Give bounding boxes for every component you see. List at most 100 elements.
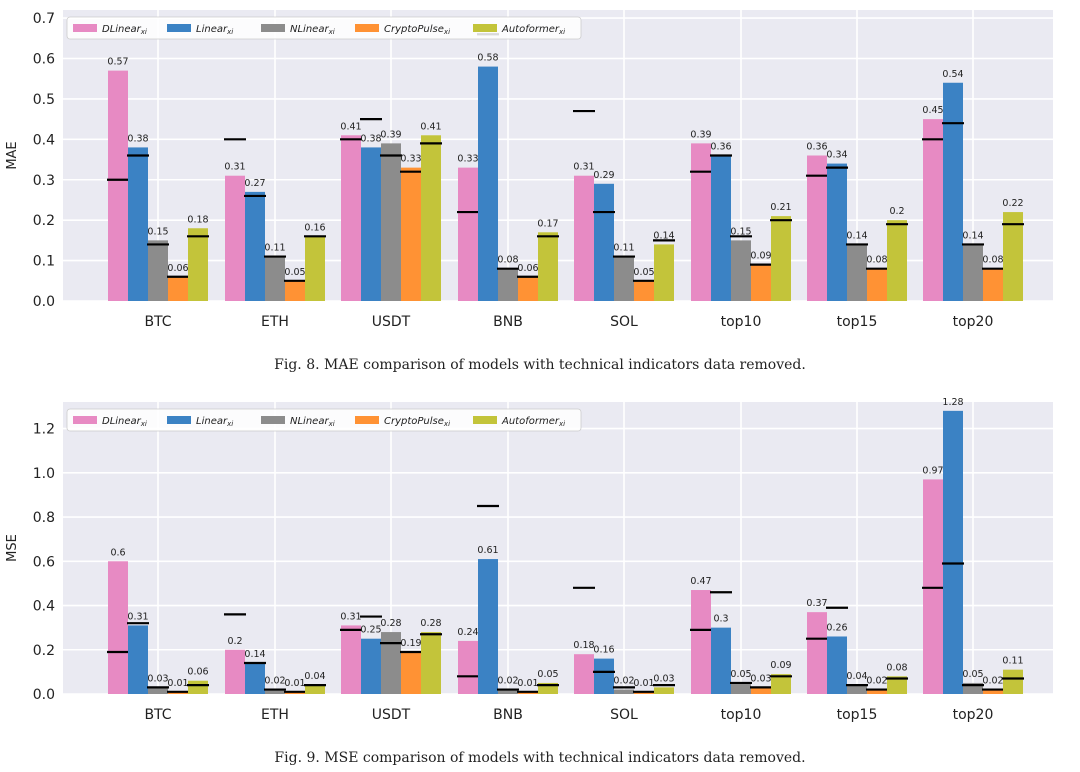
- mse-bar-dlinear-sol: [574, 654, 594, 694]
- mae-data-label: 0.33: [400, 154, 421, 165]
- mse-bar-linear-top15: [827, 636, 847, 694]
- mae-data-label: 0.14: [653, 230, 674, 241]
- mae-bar-nlinear-eth: [265, 256, 285, 301]
- mae-chart: 0.00.10.20.30.40.50.60.7MAE0.570.310.410…: [5, 10, 1053, 330]
- mse-bar-autoformer-top15: [887, 676, 907, 694]
- mae-bar-linear-usdt: [361, 147, 381, 301]
- mse-data-label: 0.01: [517, 678, 538, 689]
- mse-bar-linear-top20: [943, 410, 963, 694]
- mse-data-label: 0.09: [770, 660, 791, 671]
- mse-data-label: 0.04: [846, 671, 867, 682]
- mse-bar-nlinear-eth: [265, 689, 285, 694]
- mae-bar-cryptopulse-bnb: [518, 276, 538, 301]
- mae-data-label: 0.27: [244, 178, 265, 189]
- mse-y-tick-label: 1.2: [33, 422, 55, 438]
- mse-data-label: 0.01: [284, 678, 305, 689]
- mse-y-tick-label: 0.8: [33, 510, 55, 526]
- mae-bar-linear-btc: [128, 147, 148, 301]
- mse-legend-label-nlinear: NLinearxi: [290, 416, 335, 428]
- mae-data-label: 0.18: [187, 214, 208, 225]
- mse-bar-cryptopulse-top10: [751, 687, 771, 694]
- mae-bar-linear-top20: [943, 82, 963, 301]
- mae-bar-dlinear-bnb: [458, 167, 478, 301]
- mae-bar-autoformer-sol: [654, 244, 674, 301]
- mse-bar-linear-usdt: [361, 638, 381, 694]
- figure-9-caption: Fig. 9. MSE comparison of models with te…: [274, 750, 805, 766]
- mse-data-label: 0.02: [982, 676, 1003, 687]
- mse-bar-cryptopulse-top20: [983, 689, 1003, 694]
- mse-y-tick-label: 0.6: [33, 554, 55, 570]
- mae-bar-dlinear-top15: [807, 155, 827, 301]
- mae-y-tick-label: 0.6: [33, 52, 55, 68]
- mae-y-tick-label: 0.0: [33, 294, 55, 310]
- mae-y-tick-label: 0.2: [33, 213, 55, 229]
- mae-y-tick-label: 0.3: [33, 173, 55, 189]
- mse-x-tick-label: SOL: [610, 707, 638, 723]
- mae-bar-nlinear-sol: [614, 256, 634, 301]
- mse-data-label: 0.47: [690, 576, 711, 587]
- mae-legend-label-linear: Linearxi: [196, 24, 233, 36]
- mae-legend: DLinearxi Linearxi NLinearxi CryptoPulsexi A…: [66, 16, 582, 40]
- mae-legend-swatch-dlinear: [73, 24, 97, 32]
- mae-data-label: 0.15: [147, 226, 168, 237]
- mse-y-axis-label: MSE: [5, 534, 20, 562]
- mse-data-label: 0.14: [244, 649, 265, 660]
- mse-legend-swatch-linear: [167, 416, 191, 424]
- mae-legend-swatch-nlinear: [261, 24, 285, 32]
- mse-bar-cryptopulse-eth: [285, 691, 305, 694]
- mse-data-label: 0.04: [304, 671, 325, 682]
- mse-data-label: 0.02: [866, 676, 887, 687]
- mae-bar-linear-sol: [594, 183, 614, 301]
- mae-bar-autoformer-usdt: [421, 135, 441, 301]
- mse-bar-cryptopulse-sol: [634, 691, 654, 694]
- mae-data-label: 0.14: [846, 230, 867, 241]
- mse-bar-autoformer-usdt: [421, 632, 441, 694]
- mae-bar-linear-bnb: [478, 66, 498, 301]
- mse-legend-swatch-nlinear: [261, 416, 285, 424]
- mse-bar-autoformer-btc: [188, 680, 208, 694]
- mse-y-tick-label: 0.0: [33, 687, 55, 703]
- mse-x-tick-label: BTC: [144, 707, 171, 723]
- mse-data-label: 0.24: [457, 627, 478, 638]
- mae-bar-dlinear-sol: [574, 175, 594, 301]
- mse-bar-dlinear-top20: [923, 479, 943, 694]
- mse-bar-autoformer-eth: [305, 685, 325, 694]
- mse-y-tick-label: 0.4: [33, 599, 55, 615]
- mae-x-tick-label: BNB: [493, 314, 523, 330]
- mse-data-label: 0.18: [573, 640, 594, 651]
- mse-legend-swatch-dlinear: [73, 416, 97, 424]
- mse-data-label: 0.97: [922, 465, 943, 476]
- mse-legend-box: [66, 408, 582, 432]
- mae-data-label: 0.14: [962, 230, 983, 241]
- mse-bar-linear-btc: [128, 625, 148, 694]
- mse-x-tick-label: top20: [953, 707, 994, 723]
- mse-bar-cryptopulse-bnb: [518, 691, 538, 694]
- mse-data-label: 0.02: [497, 676, 518, 687]
- mse-x-tick-label: ETH: [261, 707, 289, 723]
- mae-bar-cryptopulse-btc: [168, 276, 188, 301]
- mse-bar-nlinear-bnb: [498, 689, 518, 694]
- mse-data-label: 0.08: [886, 662, 907, 673]
- mae-x-tick-label: USDT: [372, 314, 411, 330]
- mse-data-label: 0.61: [477, 545, 498, 556]
- mse-bar-nlinear-top10: [731, 682, 751, 694]
- mae-data-label: 0.39: [380, 129, 401, 140]
- mse-data-label: 0.03: [147, 673, 168, 684]
- mae-data-label: 0.36: [806, 142, 827, 153]
- mse-bar-dlinear-usdt: [341, 625, 361, 694]
- mae-data-label: 0.15: [730, 226, 751, 237]
- mae-data-label: 0.38: [360, 133, 381, 144]
- mae-bar-linear-top15: [827, 163, 847, 301]
- mae-bar-linear-top10: [711, 155, 731, 301]
- mae-legend-swatch-autoformer: [473, 24, 497, 32]
- mse-data-label: 0.03: [750, 673, 771, 684]
- mse-data-label: 0.01: [167, 678, 188, 689]
- mae-bar-dlinear-btc: [108, 70, 128, 301]
- mse-data-label: 0.05: [537, 669, 558, 680]
- mae-bar-autoformer-bnb: [538, 232, 558, 301]
- mse-legend-swatch-cryptopulse: [355, 416, 379, 424]
- mae-data-label: 0.29: [593, 170, 614, 181]
- mse-bar-nlinear-top15: [847, 685, 867, 694]
- mse-bar-dlinear-eth: [225, 649, 245, 694]
